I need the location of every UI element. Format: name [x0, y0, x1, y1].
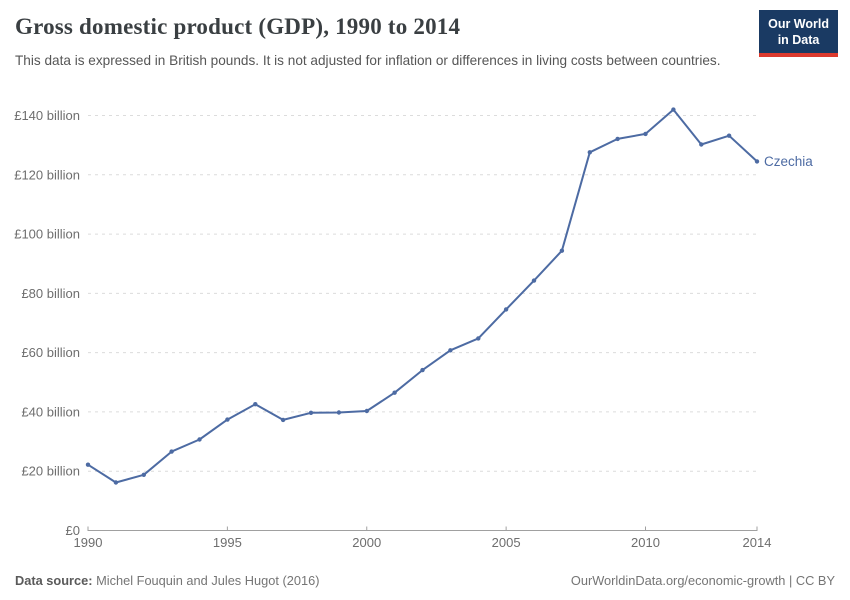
- data-point-2008[interactable]: [587, 150, 592, 155]
- data-point-1995[interactable]: [225, 417, 230, 422]
- data-source-value: Michel Fouquin and Jules Hugot (2016): [96, 573, 320, 588]
- y-axis-tick-label-100: £100 billion: [14, 227, 80, 242]
- data-point-2007[interactable]: [559, 248, 565, 253]
- data-point-1991[interactable]: [113, 480, 119, 485]
- y-axis-tick-label-40: £40 billion: [21, 404, 80, 419]
- license-link[interactable]: CC BY: [795, 573, 835, 588]
- data-point-2003[interactable]: [448, 348, 453, 353]
- series-label-czechia[interactable]: Czechia: [764, 154, 813, 169]
- y-axis-tick-label-140: £140 billion: [14, 108, 80, 123]
- data-point-1993[interactable]: [169, 449, 174, 454]
- data-point-2006[interactable]: [531, 278, 537, 283]
- y-axis-tick-label-20: £20 billion: [21, 464, 80, 479]
- data-point-1992[interactable]: [141, 472, 146, 477]
- data-source: Data source: Michel Fouquin and Jules Hu…: [15, 573, 319, 588]
- data-point-2005[interactable]: [503, 307, 509, 312]
- data-point-2002[interactable]: [420, 367, 425, 373]
- chart-footer: Data source: Michel Fouquin and Jules Hu…: [0, 573, 850, 600]
- data-point-1996[interactable]: [253, 402, 258, 407]
- data-point-2000[interactable]: [364, 408, 369, 414]
- data-point-2010[interactable]: [643, 131, 648, 137]
- footer-separator: |: [789, 573, 793, 588]
- owid-logo: Our World in Data: [759, 10, 838, 58]
- y-axis-tick-label-120: £120 billion: [14, 167, 80, 182]
- x-axis-tick-label-2005: 2005: [492, 535, 521, 550]
- data-point-2013[interactable]: [726, 133, 732, 138]
- data-point-1998[interactable]: [308, 410, 314, 415]
- x-axis-tick-label-2000: 2000: [352, 535, 381, 550]
- y-axis-tick-label-0: £0: [66, 523, 80, 538]
- y-axis-tick-label-80: £80 billion: [21, 286, 80, 301]
- footer-links: OurWorldinData.org/economic-growth | CC …: [571, 573, 835, 588]
- czechia-line-series[interactable]: [87, 108, 758, 484]
- x-axis-tick-label-1995: 1995: [213, 535, 242, 550]
- owid-url-link[interactable]: OurWorldinData.org/economic-growth: [570, 573, 786, 588]
- data-point-2011[interactable]: [671, 107, 676, 112]
- data-point-1999[interactable]: [336, 410, 342, 415]
- data-point-2004[interactable]: [476, 336, 481, 341]
- data-point-2009[interactable]: [615, 136, 620, 142]
- x-axis-tick-label-2010: 2010: [631, 535, 660, 550]
- owid-logo-line2: in Data: [777, 32, 820, 47]
- data-point-2012[interactable]: [699, 142, 704, 147]
- data-source-label: Data source:: [15, 573, 93, 588]
- x-axis-tick-label-1990: 1990: [74, 535, 103, 550]
- owid-logo-line1: Our World: [768, 17, 829, 31]
- page-title: Gross domestic product (GDP), 1990 to 20…: [15, 14, 461, 39]
- data-point-1990[interactable]: [85, 462, 91, 467]
- chart-subtitle: This data is expressed in British pounds…: [15, 53, 721, 68]
- data-point-2014[interactable]: [754, 159, 760, 164]
- data-point-1997[interactable]: [280, 417, 286, 423]
- data-point-2001[interactable]: [392, 390, 397, 395]
- data-point-1994[interactable]: [197, 437, 202, 442]
- x-axis-tick-label-2014: 2014: [743, 535, 772, 550]
- y-axis-tick-label-60: £60 billion: [21, 345, 80, 360]
